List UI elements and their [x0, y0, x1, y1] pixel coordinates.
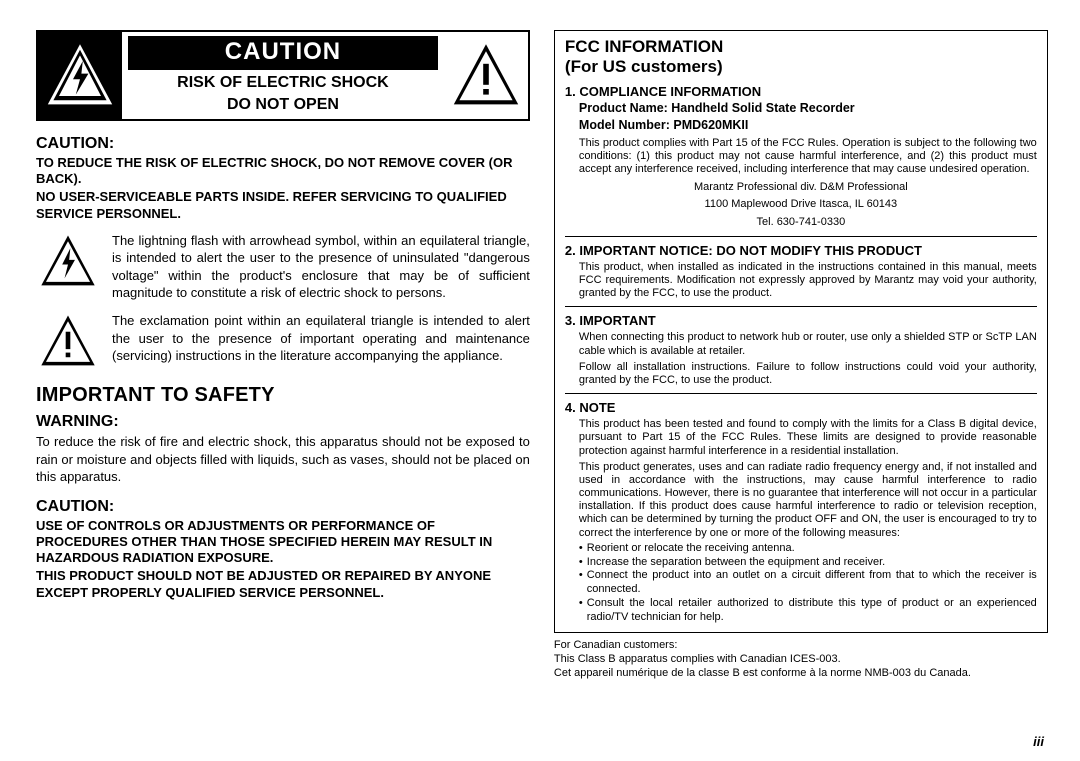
s4-heading: 4. NOTE — [565, 400, 1037, 415]
caution-label: CAUTION: — [36, 135, 530, 153]
divider-1 — [565, 236, 1037, 237]
s3-body1: When connecting this product to network … — [565, 331, 1037, 357]
caution-header-box: CAUTION RISK OF ELECTRIC SHOCK DO NOT OP… — [36, 30, 530, 121]
caution2-bold1: USE OF CONTROLS OR ADJUSTMENTS OR PERFOR… — [36, 518, 530, 567]
lightning-cell — [38, 32, 122, 119]
fcc-title2: (For US customers) — [565, 57, 1037, 77]
caution-line1: RISK OF ELECTRIC SHOCK — [177, 74, 389, 92]
fcc-title1: FCC INFORMATION — [565, 37, 1037, 57]
exclaim-cell — [444, 32, 528, 119]
lightning-triangle-icon — [45, 40, 115, 110]
s1-addr3: Tel. 630-741-0330 — [565, 216, 1037, 230]
exclaim-small-icon — [36, 312, 100, 370]
exclaim-text: The exclamation point within an equilate… — [112, 312, 530, 365]
s1-model: Model Number: PMD620MKII — [565, 118, 1037, 134]
bullet-item: Reorient or relocate the receiving anten… — [579, 542, 1037, 556]
exclaim-row: The exclamation point within an equilate… — [36, 312, 530, 370]
s1-body: This product complies with Part 15 of th… — [565, 137, 1037, 177]
bullet-list: Reorient or relocate the receiving anten… — [565, 542, 1037, 625]
caution-band: CAUTION — [128, 36, 438, 70]
caution-bold1: TO REDUCE THE RISK OF ELECTRIC SHOCK, DO… — [36, 155, 530, 188]
caution-center: CAUTION RISK OF ELECTRIC SHOCK DO NOT OP… — [122, 32, 444, 119]
right-column: FCC INFORMATION (For US customers) 1. CO… — [554, 30, 1048, 743]
divider-3 — [565, 393, 1037, 394]
caution2-bold2: THIS PRODUCT SHOULD NOT BE ADJUSTED OR R… — [36, 568, 530, 601]
s2-body: This product, when installed as indicate… — [565, 261, 1037, 301]
caution2-label: CAUTION: — [36, 498, 530, 516]
fcc-box: FCC INFORMATION (For US customers) 1. CO… — [554, 30, 1048, 633]
s4-body2: This product generates, uses and can rad… — [565, 461, 1037, 540]
lightning-text: The lightning flash with arrowhead symbo… — [112, 232, 530, 302]
bullet-item: Consult the local retailer authorized to… — [579, 597, 1037, 625]
page-number: iii — [1033, 734, 1044, 749]
s3-body2: Follow all installation instructions. Fa… — [565, 361, 1037, 387]
canada3: Cet appareil numérique de la classe B es… — [554, 667, 1048, 681]
page: CAUTION RISK OF ELECTRIC SHOCK DO NOT OP… — [36, 30, 1044, 743]
canada2: This Class B apparatus complies with Can… — [554, 653, 1048, 667]
canada1: For Canadian customers: — [554, 639, 1048, 653]
s3-heading: 3. IMPORTANT — [565, 313, 1037, 328]
caution-bold2: NO USER-SERVICEABLE PARTS INSIDE. REFER … — [36, 189, 530, 222]
important-to-safety: IMPORTANT TO SAFETY — [36, 384, 530, 407]
warning-text: To reduce the risk of fire and electric … — [36, 433, 530, 486]
lightning-small-icon — [36, 232, 100, 290]
bullet-item: Connect the product into an outlet on a … — [579, 569, 1037, 597]
divider-2 — [565, 306, 1037, 307]
exclaim-triangle-icon — [451, 40, 521, 110]
bullet-item: Increase the separation between the equi… — [579, 556, 1037, 570]
s4-body1: This product has been tested and found t… — [565, 418, 1037, 458]
s1-addr1: Marantz Professional div. D&M Profession… — [565, 181, 1037, 195]
s1-addr2: 1100 Maplewood Drive Itasca, IL 60143 — [565, 198, 1037, 212]
canada-block: For Canadian customers: This Class B app… — [554, 639, 1048, 680]
warning-label: WARNING: — [36, 413, 530, 431]
s1-product: Product Name: Handheld Solid State Recor… — [565, 101, 1037, 117]
left-column: CAUTION RISK OF ELECTRIC SHOCK DO NOT OP… — [36, 30, 530, 743]
s1-heading: 1. COMPLIANCE INFORMATION — [565, 84, 1037, 99]
s2-heading: 2. IMPORTANT NOTICE: DO NOT MODIFY THIS … — [565, 243, 1037, 258]
caution-line2: DO NOT OPEN — [227, 96, 339, 114]
lightning-row: The lightning flash with arrowhead symbo… — [36, 232, 530, 302]
